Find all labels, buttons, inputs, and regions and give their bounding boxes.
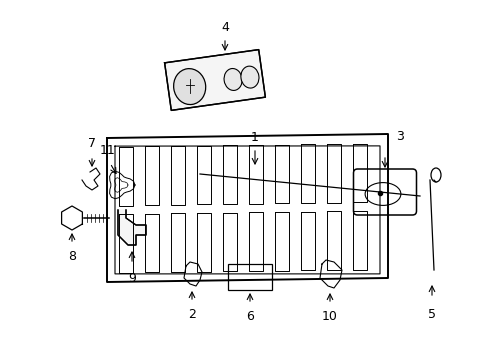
Bar bbox=[227, 264, 271, 290]
Text: 3: 3 bbox=[395, 130, 403, 143]
Text: 1: 1 bbox=[250, 131, 259, 144]
Text: 6: 6 bbox=[245, 310, 253, 323]
Ellipse shape bbox=[241, 66, 259, 88]
Text: 5: 5 bbox=[427, 308, 435, 321]
Text: 4: 4 bbox=[221, 21, 228, 34]
Text: 2: 2 bbox=[188, 308, 196, 321]
Ellipse shape bbox=[173, 69, 205, 104]
Polygon shape bbox=[164, 50, 265, 111]
Text: 8: 8 bbox=[68, 250, 76, 263]
Text: 7: 7 bbox=[88, 137, 96, 150]
Text: 9: 9 bbox=[128, 272, 136, 285]
Text: 10: 10 bbox=[322, 310, 337, 323]
Ellipse shape bbox=[224, 68, 242, 90]
Text: 11: 11 bbox=[100, 144, 116, 157]
Polygon shape bbox=[118, 210, 146, 245]
